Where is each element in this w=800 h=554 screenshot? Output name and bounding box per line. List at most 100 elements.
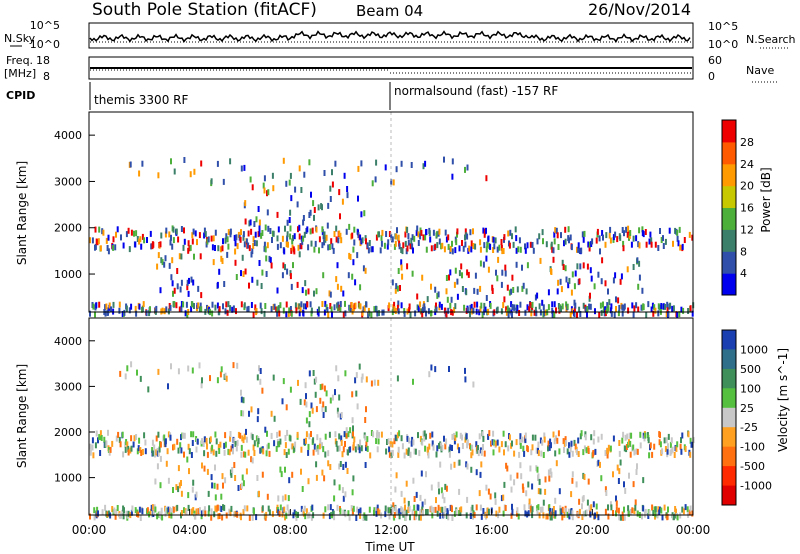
heatmap-cell: [437, 481, 440, 488]
heatmap-cell: [658, 439, 661, 446]
heatmap-cell: [268, 255, 271, 262]
heatmap-cell: [505, 306, 508, 313]
heatmap-cell: [551, 246, 554, 253]
heatmap-cell: [550, 241, 553, 248]
heatmap-cell: [214, 245, 216, 251]
cpid-program-2: normalsound (fast) -157 RF: [394, 84, 558, 98]
heatmap-cell: [581, 503, 583, 510]
heatmap-cell: [537, 450, 540, 457]
heatmap-cell: [247, 305, 250, 312]
heatmap-cell: [441, 506, 444, 513]
heatmap-cell: [365, 514, 368, 521]
heatmap-cell: [663, 437, 666, 444]
heatmap-cell: [551, 301, 554, 308]
heatmap-cell: [139, 515, 142, 521]
heatmap-cell: [423, 430, 426, 437]
heatmap-cell: [524, 437, 527, 444]
heatmap-cell: [451, 173, 454, 180]
freq-panel-frame: [88, 56, 694, 80]
heatmap-cell: [97, 510, 99, 517]
heatmap-cell: [538, 303, 541, 310]
heatmap-cell: [506, 284, 509, 291]
heatmap-cell: [471, 444, 474, 451]
heatmap-cell: [391, 279, 394, 286]
heatmap-cell: [251, 514, 254, 521]
heatmap-cell: [183, 238, 186, 245]
heatmap-cell: [234, 259, 237, 266]
heatmap-cell: [475, 504, 478, 511]
heatmap-cell: [336, 305, 339, 311]
heatmap-cell: [214, 464, 216, 471]
heatmap-cell: [337, 411, 340, 418]
heatmap-cell: [553, 311, 556, 318]
heatmap-cell: [491, 288, 494, 294]
heatmap-cell: [519, 301, 522, 308]
heatmap-cell: [154, 478, 157, 485]
heatmap-cell: [505, 462, 508, 469]
heatmap-cell: [180, 305, 183, 312]
heatmap-cell: [133, 435, 136, 442]
heatmap-cell: [554, 497, 557, 504]
heatmap-cell: [410, 237, 413, 244]
heatmap-cell: [404, 504, 406, 511]
nsky-label: N.Sky: [4, 32, 36, 45]
heatmap-cell: [595, 503, 598, 510]
heatmap-cell: [220, 506, 223, 512]
heatmap-cell: [427, 452, 430, 459]
heatmap-cell: [381, 229, 384, 236]
heatmap-cell: [234, 475, 237, 481]
heatmap-cell: [626, 266, 629, 273]
heatmap-cell: [243, 241, 246, 248]
heatmap-cell: [487, 488, 490, 495]
heatmap-cell: [401, 248, 404, 255]
heatmap-cell: [264, 246, 267, 253]
heatmap-cell: [294, 186, 297, 193]
heatmap-cell: [298, 303, 301, 310]
heatmap-cell: [375, 234, 378, 241]
heatmap-cell: [528, 306, 531, 313]
heatmap-cell: [599, 461, 601, 468]
heatmap-cell: [342, 446, 345, 453]
heatmap-cell: [396, 227, 398, 234]
heatmap-cell: [586, 499, 589, 506]
heatmap-cell: [242, 231, 245, 238]
heatmap-cell: [440, 487, 443, 494]
heatmap-cell: [464, 376, 467, 383]
heatmap-cell: [415, 510, 418, 517]
heatmap-cell: [482, 227, 485, 234]
heatmap-cell: [172, 226, 175, 233]
heatmap-cell: [407, 233, 410, 240]
heatmap-cell: [216, 160, 219, 167]
heatmap-cell: [159, 455, 162, 462]
heatmap-cell: [378, 509, 381, 516]
heatmap-cell: [281, 272, 284, 279]
heatmap-cell: [566, 303, 569, 310]
heatmap-cell: [186, 279, 189, 286]
heatmap-cell: [192, 279, 195, 286]
heatmap-cell: [250, 456, 253, 463]
heatmap-cell: [513, 304, 516, 311]
heatmap-cell: [419, 509, 422, 516]
heatmap-cell: [481, 311, 484, 318]
heatmap-cell: [133, 230, 135, 237]
velocity-heatmap: [89, 318, 695, 521]
heatmap-cell: [606, 452, 609, 459]
heatmap-cell: [498, 506, 501, 513]
heatmap-cell: [298, 251, 301, 258]
heatmap-cell: [659, 441, 662, 448]
heatmap-cell: [600, 278, 603, 285]
heatmap-cell: [347, 272, 350, 279]
heatmap-cell: [576, 311, 578, 318]
heatmap-cell: [395, 435, 398, 442]
heatmap-cell: [350, 302, 353, 308]
heatmap-cell: [616, 464, 619, 471]
heatmap-cell: [612, 277, 615, 284]
heatmap-cell: [267, 505, 270, 512]
heatmap-cell: [342, 311, 345, 318]
colorbar-tick-label: 8: [740, 245, 747, 258]
heatmap-cell: [233, 462, 236, 468]
heatmap-cell: [615, 506, 618, 513]
heatmap-cell: [155, 305, 158, 312]
heatmap-cell: [111, 440, 114, 447]
